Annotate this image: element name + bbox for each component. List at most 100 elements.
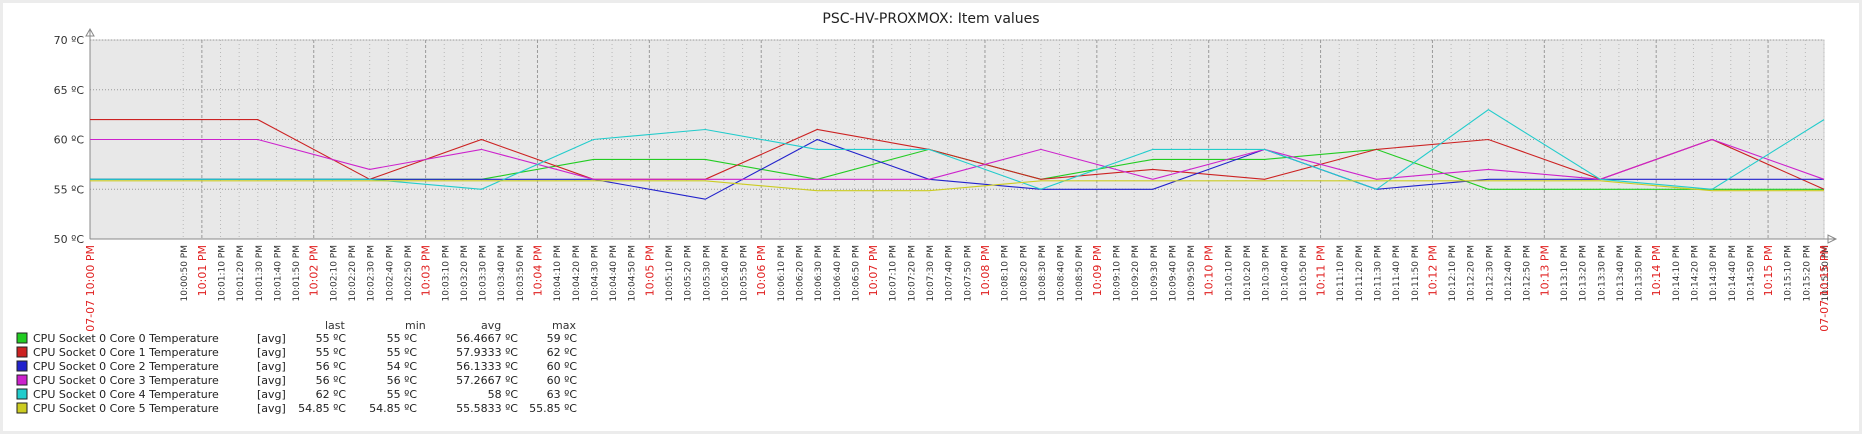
x-tick-label: 10:07:20 PM	[907, 245, 917, 301]
x-tick-label: 10:00:50 PM	[180, 245, 190, 301]
x-tick-label: 10:13:20 PM	[1579, 245, 1589, 301]
x-tick-label: 10:06:10 PM	[777, 245, 787, 301]
x-tick-label: 10:10:40 PM	[1280, 245, 1290, 301]
x-tick-label: 10:04:30 PM	[590, 245, 600, 301]
legend-value-last: 54.85 ºC	[298, 402, 346, 415]
x-tick-label: 10:15:10 PM	[1784, 245, 1794, 301]
x-tick-label: 10:11:20 PM	[1355, 245, 1365, 301]
x-tick-label: 10:04:50 PM	[628, 245, 638, 301]
x-tick-label: 10:04 PM	[531, 245, 544, 296]
legend: last min avg max CPU Socket 0 Core 0 Tempera…	[16, 319, 578, 415]
legend-series-name: CPU Socket 0 Core 0 Temperature	[33, 332, 219, 345]
x-tick-label: 10:13:10 PM	[1560, 245, 1570, 301]
y-axis: 50 ºC 55 ºC 60 ºC 65 ºC 70 ºC	[54, 27, 95, 246]
x-tick-label: 10:12:10 PM	[1448, 245, 1458, 301]
x-tick-label: 10:08:40 PM	[1057, 245, 1067, 301]
x-tick-label: 10:13:40 PM	[1616, 245, 1626, 301]
y-tick-label: 60 ºC	[54, 134, 85, 147]
x-tick-label: 10:08 PM	[979, 245, 992, 296]
x-tick-label: 10:07:50 PM	[963, 245, 973, 301]
x-tick-label: 10:09 PM	[1091, 245, 1104, 296]
x-tick-label: 10:08:30 PM	[1038, 245, 1048, 301]
series-line-core-4	[90, 109, 1825, 190]
legend-value-min: 55 ºC	[387, 388, 418, 401]
x-tick-label: 10:02:50 PM	[404, 245, 414, 301]
x-tick-label: 10:11:50 PM	[1411, 245, 1421, 301]
x-tick-label: 10:14:50 PM	[1746, 245, 1756, 301]
y-tick-label: 50 ºC	[54, 233, 85, 246]
legend-func: [avg]	[257, 332, 286, 345]
x-tick-label: 10:09:50 PM	[1187, 245, 1197, 301]
x-tick-label: 10:10:50 PM	[1299, 245, 1309, 301]
legend-value-max: 62 ºC	[547, 346, 578, 359]
x-tick-label: 10:07:30 PM	[926, 245, 936, 301]
x-tick-label: 10:14:10 PM	[1672, 245, 1682, 301]
x-tick-label: 10:15:30 PM	[1821, 245, 1831, 301]
x-tick-label: 10:11:10 PM	[1336, 245, 1346, 301]
legend-header-max: max	[552, 319, 576, 332]
legend-swatch	[16, 388, 28, 400]
x-tick-label: 10:11 PM	[1315, 245, 1328, 296]
x-tick-label: 10:03:20 PM	[460, 245, 470, 301]
x-tick-label: 10:06:40 PM	[833, 245, 843, 301]
x-tick-label: 10:14:40 PM	[1728, 245, 1738, 301]
legend-func: [avg]	[257, 388, 286, 401]
x-tick-label: 10:01 PM	[196, 245, 209, 296]
x-tick-label: 10:07 PM	[867, 245, 880, 296]
x-tick-label: 10:13 PM	[1538, 245, 1551, 296]
series-line-core-5	[90, 180, 1824, 192]
x-tick-label: 10:02:30 PM	[367, 245, 377, 301]
x-tick-label: 10:07:10 PM	[889, 245, 899, 301]
x-tick-label: 10:13:30 PM	[1597, 245, 1607, 301]
x-tick-label: 10:06:30 PM	[814, 245, 824, 301]
legend-value-max: 59 ºC	[547, 332, 578, 345]
legend-value-avg: 55.5833 ºC	[456, 402, 518, 415]
legend-func: [avg]	[257, 402, 286, 415]
x-tick-label: 10:05:30 PM	[702, 245, 712, 301]
x-axis-arrow	[1827, 234, 1838, 244]
x-tick-label: 10:12:50 PM	[1523, 245, 1533, 301]
x-tick-label: 10:13:50 PM	[1635, 245, 1645, 301]
x-tick-label: 10:08:10 PM	[1001, 245, 1011, 301]
legend-func: [avg]	[257, 360, 286, 373]
legend-series-name: CPU Socket 0 Core 1 Temperature	[33, 346, 219, 359]
x-tick-label: 10:11:40 PM	[1392, 245, 1402, 301]
x-tick-label: 10:02:40 PM	[385, 245, 395, 301]
x-tick-label: 10:07:40 PM	[945, 245, 955, 301]
legend-value-avg: 56.4667 ºC	[456, 332, 518, 345]
x-tick-label: 10:02:20 PM	[348, 245, 358, 301]
x-tick-label: 10:05:40 PM	[721, 245, 731, 301]
legend-swatch	[16, 402, 28, 414]
legend-value-max: 60 ºC	[547, 360, 578, 373]
x-tick-label: 10:14 PM	[1650, 245, 1663, 296]
legend-value-avg: 58 ºC	[488, 388, 519, 401]
legend-series-name: CPU Socket 0 Core 5 Temperature	[33, 402, 219, 415]
legend-value-min: 56 ºC	[387, 374, 418, 387]
legend-value-max: 63 ºC	[547, 388, 578, 401]
x-tick-label: 10:06 PM	[755, 245, 768, 296]
x-tick-label: 10:03:50 PM	[516, 245, 526, 301]
x-tick-label: 10:09:30 PM	[1150, 245, 1160, 301]
legend-header-min: min	[405, 319, 426, 332]
x-tick-label: 10:10:10 PM	[1224, 245, 1234, 301]
x-tick-label: 10:06:50 PM	[851, 245, 861, 301]
x-tick-label: 10:10:30 PM	[1262, 245, 1272, 301]
x-tick-label: 10:12:30 PM	[1485, 245, 1495, 301]
y-tick-label: 65 ºC	[54, 84, 85, 97]
x-tick-label: 07-07 10:15 PM	[1818, 245, 1831, 332]
legend-value-last: 62 ºC	[316, 388, 347, 401]
legend-value-last: 56 ºC	[316, 374, 347, 387]
x-tick-label: 10:06:20 PM	[796, 245, 806, 301]
legend-func: [avg]	[257, 346, 286, 359]
x-tick-label: 10:03:30 PM	[479, 245, 489, 301]
x-tick-label: 10:08:50 PM	[1075, 245, 1085, 301]
x-tick-label: 10:03 PM	[420, 245, 433, 296]
legend-value-max: 60 ºC	[547, 374, 578, 387]
legend-value-avg: 57.9333 ºC	[456, 346, 518, 359]
x-tick-label: 10:15:20 PM	[1802, 245, 1812, 301]
series-line-core-3	[90, 138, 1825, 180]
x-tick-label: 10:12 PM	[1426, 245, 1439, 296]
x-tick-label: 10:04:10 PM	[553, 245, 563, 301]
legend-value-min: 54.85 ºC	[369, 402, 417, 415]
legend-series-name: CPU Socket 0 Core 2 Temperature	[33, 360, 219, 373]
